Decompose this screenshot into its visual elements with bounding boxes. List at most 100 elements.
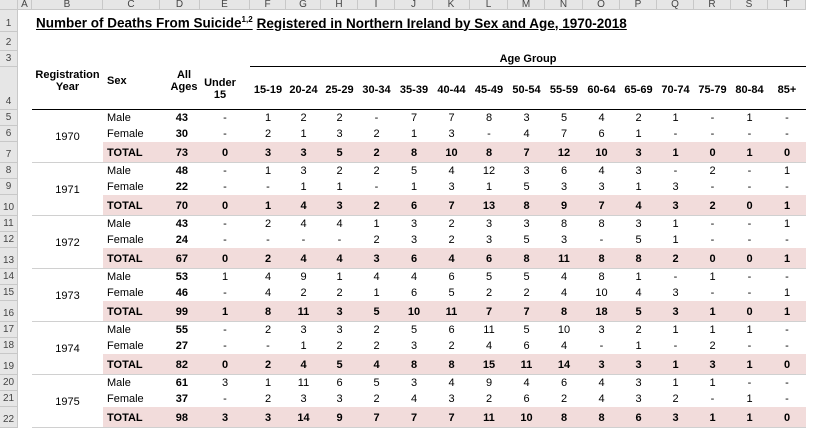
age-value: - [223,181,227,193]
column-letter: L [470,0,508,10]
age-value: 10 [520,411,533,424]
row-number: 9 [0,179,18,195]
age-value: 7 [448,199,455,212]
age-value: 2 [373,234,380,246]
age-value: 8 [598,218,605,230]
age-value: 1 [635,340,642,352]
column-letter: R [694,0,731,10]
age-value: 13 [482,199,496,212]
age-value: - [785,271,789,283]
age-value: 7 [373,411,380,424]
age-value: 0 [746,199,753,212]
age-value: 1 [709,324,716,336]
age-value: 1 [672,324,679,336]
column-letter: F [250,0,286,10]
age-value: 1 [635,181,642,193]
age-value: 5 [448,287,455,299]
column-letter: J [395,0,433,10]
age-value: 7 [448,112,455,124]
age-value: - [223,165,227,177]
age-value: 10 [595,146,608,159]
age-value: 1 [746,112,753,124]
age-value: 4 [635,287,642,299]
sex-label: Male [107,112,131,124]
age-value: 2 [300,287,307,299]
age-value: 1 [672,218,679,230]
title-rest: Registered in Northern Ireland by Sex an… [256,15,627,31]
age-value: 6 [410,199,418,212]
age-value: 11 [445,305,458,318]
age-value: 1 [373,287,380,299]
age-value: 1 [783,287,791,299]
age-value: 6 [410,252,418,265]
age-value: 3 [672,287,679,299]
age-value: 0 [221,358,229,371]
total-row-fill [103,354,806,375]
sex-label: TOTAL [107,146,143,159]
sex-label: Female [107,181,144,193]
age-value: 8 [410,358,418,371]
age-value: 8 [598,252,605,265]
age-value: 2 [373,324,380,336]
sex-label: Male [107,377,131,389]
age-value: 3 [300,324,307,336]
column-letter: H [321,0,358,10]
age-value: 3 [221,411,229,424]
age-value: 6 [560,165,568,177]
age-value: 4 [410,393,418,405]
age-value: 6 [560,377,568,389]
age-value: 2 [373,393,380,405]
age-value: 6 [523,340,530,352]
group-separator [32,321,806,322]
age-value: - [223,287,227,299]
all-ages-value: 48 [175,165,188,177]
age-value: - [673,165,678,177]
age-value: 2 [635,324,642,336]
age-value: 1 [485,181,493,193]
age-value: 2 [336,340,343,352]
age-value: 8 [485,146,493,159]
age-value: - [223,393,227,405]
age-value: 10 [445,146,458,159]
row-number: 14 [0,269,18,285]
age-value: 1 [709,305,716,318]
age-value: 2 [485,287,493,299]
age-value: - [785,112,789,124]
age-value: 4 [264,271,272,283]
age-value: 3 [336,199,343,212]
age-value: 3 [410,218,418,230]
row-number: 12 [0,232,18,248]
age-value: - [785,340,789,352]
registration-year-header: Registration Year [35,68,100,93]
column-letter: I [358,0,395,10]
age-value: 5 [560,112,568,124]
age-value: - [374,181,379,193]
age-value: - [266,340,270,352]
age-value: 7 [410,112,418,124]
age-value: 5 [635,234,642,246]
age-group-header: Age Group [250,51,806,67]
age-value: 3 [373,252,380,265]
total-row-fill [103,195,806,216]
age-value: 3 [523,218,530,230]
registration-year: 1975 [55,395,80,408]
age-value: 11 [297,305,310,318]
age-value: 4 [448,165,455,177]
age-value: 2 [373,146,380,159]
age-value: 9 [485,377,493,389]
age-value: 5 [373,377,380,389]
all-ages-value: 53 [175,271,188,283]
registration-year: 1972 [55,236,80,249]
age-value: 3 [635,146,642,159]
row-number: 3 [0,51,18,67]
age-value: 2 [264,358,272,371]
age-value: 4 [448,377,455,389]
age-value: - [785,324,789,336]
age-value: 1 [746,393,753,405]
age-value: 3 [336,324,343,336]
age-value: 8 [560,305,568,318]
age-value: 4 [523,128,530,140]
sex-label: Female [107,234,144,246]
age-value: 0 [746,305,753,318]
